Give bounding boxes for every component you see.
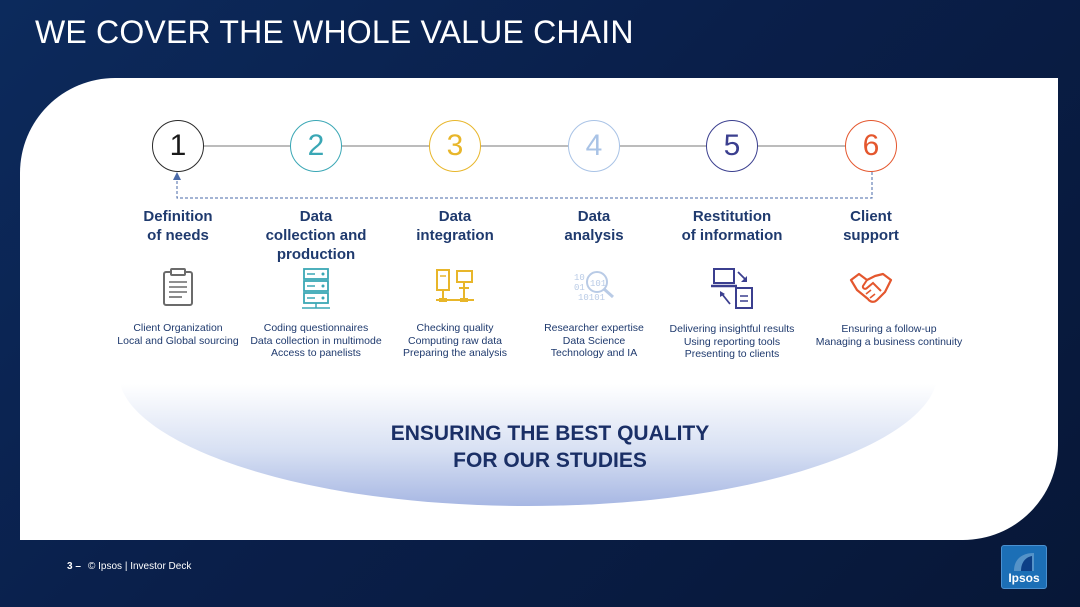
- step-1-circle: 1: [152, 120, 204, 172]
- binary-magnifier-icon: 10 01 10101 101: [572, 266, 616, 310]
- step-4-label: Data analysis: [564, 208, 624, 244]
- step-3-label: Data integration: [416, 208, 494, 244]
- quality-banner-text: ENSURING THE BEST QUALITY FOR OUR STUDIE…: [390, 422, 710, 472]
- slide-title: WE COVER THE WHOLE VALUE CHAIN: [35, 14, 634, 50]
- step-5-label: Restitution of information: [681, 208, 783, 244]
- footer-text: © Ipsos | Investor Deck: [88, 561, 192, 572]
- handshake-icon: [849, 266, 893, 310]
- logo-text: Ipsos: [1008, 571, 1040, 585]
- step-3-description: Checking quality Computing raw data Prep…: [403, 322, 507, 359]
- step-6-label: Client support: [843, 208, 899, 244]
- step-6-description: Ensuring a follow-up Managing a business…: [815, 323, 963, 348]
- step-6-circle: 6: [845, 120, 897, 172]
- server-icon: [294, 266, 338, 310]
- page-number: 3 –: [67, 561, 81, 572]
- clipboard-icon: [156, 266, 200, 310]
- svg-text:101: 101: [590, 279, 606, 289]
- step-1-description: Client Organization Local and Global sou…: [117, 322, 239, 347]
- step-5-circle: 5: [706, 120, 758, 172]
- laptop-document-icon: [710, 266, 754, 310]
- logo-mark-icon: [1014, 553, 1034, 571]
- svg-text:10: 10: [574, 273, 585, 283]
- step-2-circle: 2: [290, 120, 342, 172]
- step-4-circle: 4: [568, 120, 620, 172]
- svg-text:01: 01: [574, 283, 585, 293]
- step-4-description: Researcher expertise Data Science Techno…: [544, 322, 644, 359]
- network-computers-icon: [433, 266, 477, 310]
- svg-text:10101: 10101: [578, 293, 605, 303]
- quality-banner-shape: [120, 384, 936, 506]
- step-3-circle: 3: [429, 120, 481, 172]
- step-2-label: Data collection and production: [265, 208, 367, 263]
- step-5-description: Delivering insightful results Using repo…: [669, 323, 795, 360]
- ipsos-logo: Ipsos: [1001, 545, 1047, 589]
- step-1-label: Definition of needs: [143, 208, 213, 244]
- step-2-description: Coding questionnaires Data collection in…: [250, 322, 382, 359]
